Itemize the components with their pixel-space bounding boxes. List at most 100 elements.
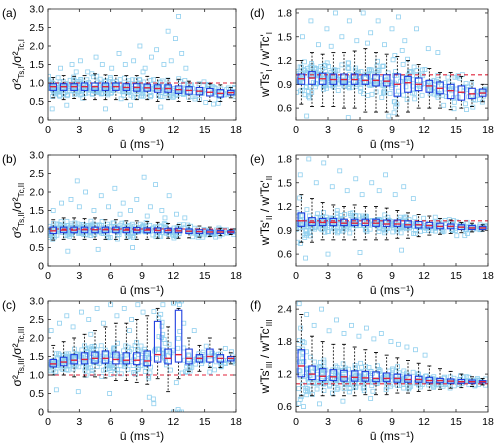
outlier-point xyxy=(179,51,185,56)
x-tick-label: 18 xyxy=(482,416,494,428)
scatter-point xyxy=(449,227,455,233)
scatter-point xyxy=(59,356,65,361)
outlier-point xyxy=(329,184,335,190)
box-17 xyxy=(468,376,476,388)
scatter-point xyxy=(378,76,383,82)
scatter-point xyxy=(165,94,171,100)
scatter-point xyxy=(229,349,234,355)
y-label-sub1: III xyxy=(265,362,274,369)
scatter-point xyxy=(380,64,386,69)
scatter-point xyxy=(296,368,302,373)
box-6 xyxy=(350,50,359,109)
scatter-point xyxy=(171,235,177,241)
box-body xyxy=(361,218,370,227)
box-16 xyxy=(457,373,466,389)
scatter-point xyxy=(348,213,354,219)
outlier-point xyxy=(401,184,407,190)
scatter-point xyxy=(455,73,461,79)
scatter-point xyxy=(395,88,401,94)
outlier-point xyxy=(129,317,134,322)
scatter-point xyxy=(368,67,374,73)
scatter-point xyxy=(89,91,95,97)
box-3 xyxy=(318,53,327,107)
scatter-point xyxy=(107,235,113,240)
outlier-point xyxy=(345,115,351,120)
outlier-point xyxy=(141,174,147,180)
scatter-point xyxy=(53,369,59,375)
box-2 xyxy=(59,75,68,101)
scatter-point xyxy=(326,73,332,78)
scatter-point xyxy=(206,232,212,238)
scatter-point xyxy=(401,375,407,381)
box-17 xyxy=(216,227,225,237)
outlier-point xyxy=(130,245,136,250)
outlier-point xyxy=(334,317,339,323)
box-15 xyxy=(446,71,455,111)
y-tick-label: 1.0 xyxy=(29,224,44,236)
scatter-point xyxy=(346,85,352,91)
scatter-point xyxy=(412,215,418,221)
box-4 xyxy=(80,333,89,378)
scatter-point xyxy=(108,90,114,96)
y-tick-label: 3.0 xyxy=(29,150,44,162)
scatter-point xyxy=(181,345,187,351)
scatter-point xyxy=(92,343,97,349)
box-8 xyxy=(372,351,380,396)
outlier-point xyxy=(114,313,120,319)
y-tick-label: 0.5 xyxy=(29,388,44,400)
x-tick-label: 6 xyxy=(108,270,114,282)
scatter-point xyxy=(346,366,351,372)
outlier-point xyxy=(65,248,71,254)
y-label-sub2: III xyxy=(265,320,274,327)
scatter-point xyxy=(404,97,410,102)
y-tick-label: 1.5 xyxy=(277,177,292,189)
outlier-point xyxy=(59,200,64,206)
scatter-point xyxy=(358,88,364,94)
box-18 xyxy=(478,377,487,386)
x-tick-label: 12 xyxy=(418,124,430,136)
box-body xyxy=(318,368,327,382)
outlier-point xyxy=(414,26,419,32)
scatter-point xyxy=(301,67,307,73)
scatter-point xyxy=(326,64,332,69)
outlier-point xyxy=(346,18,352,24)
scatter-point xyxy=(403,84,409,90)
outlier-point xyxy=(402,38,408,44)
scatter-point xyxy=(166,83,171,89)
box-body xyxy=(382,219,391,227)
box-11 xyxy=(404,360,412,394)
y-tick-label: 0.5 xyxy=(29,242,44,254)
scatter-point xyxy=(161,337,167,342)
scatter-point xyxy=(91,346,96,352)
scatter-point xyxy=(353,365,358,370)
box-body xyxy=(143,350,152,367)
scatter-point xyxy=(166,341,172,347)
scatter-point xyxy=(362,372,367,378)
box-11 xyxy=(404,60,412,113)
scatter-point xyxy=(334,365,340,370)
outlier-point xyxy=(301,404,306,409)
scatter-point xyxy=(391,110,397,116)
outlier-point xyxy=(388,339,394,345)
outlier-point xyxy=(112,185,118,191)
outlier-point xyxy=(73,69,79,75)
x-tick-label: 6 xyxy=(357,270,363,282)
x-tick-label: 3 xyxy=(76,416,82,428)
scatter-point xyxy=(306,93,311,99)
y-axis-label: σ²Ts,II/σ²Tc,II xyxy=(10,183,26,239)
box-6 xyxy=(101,219,110,240)
x-tick-label: 0 xyxy=(45,416,51,428)
outlier-point xyxy=(161,62,167,67)
outlier-point xyxy=(181,320,187,326)
x-tick-label: 9 xyxy=(139,124,145,136)
scatter-point xyxy=(218,86,224,92)
outlier-point xyxy=(99,62,105,67)
scatter-point xyxy=(215,100,221,106)
box-body xyxy=(174,309,183,363)
plot-area xyxy=(48,301,236,412)
box-body xyxy=(297,212,306,227)
outlier-point xyxy=(371,336,377,342)
outlier-point xyxy=(395,341,401,347)
x-axis-label: ū (ms⁻¹) xyxy=(120,283,164,297)
